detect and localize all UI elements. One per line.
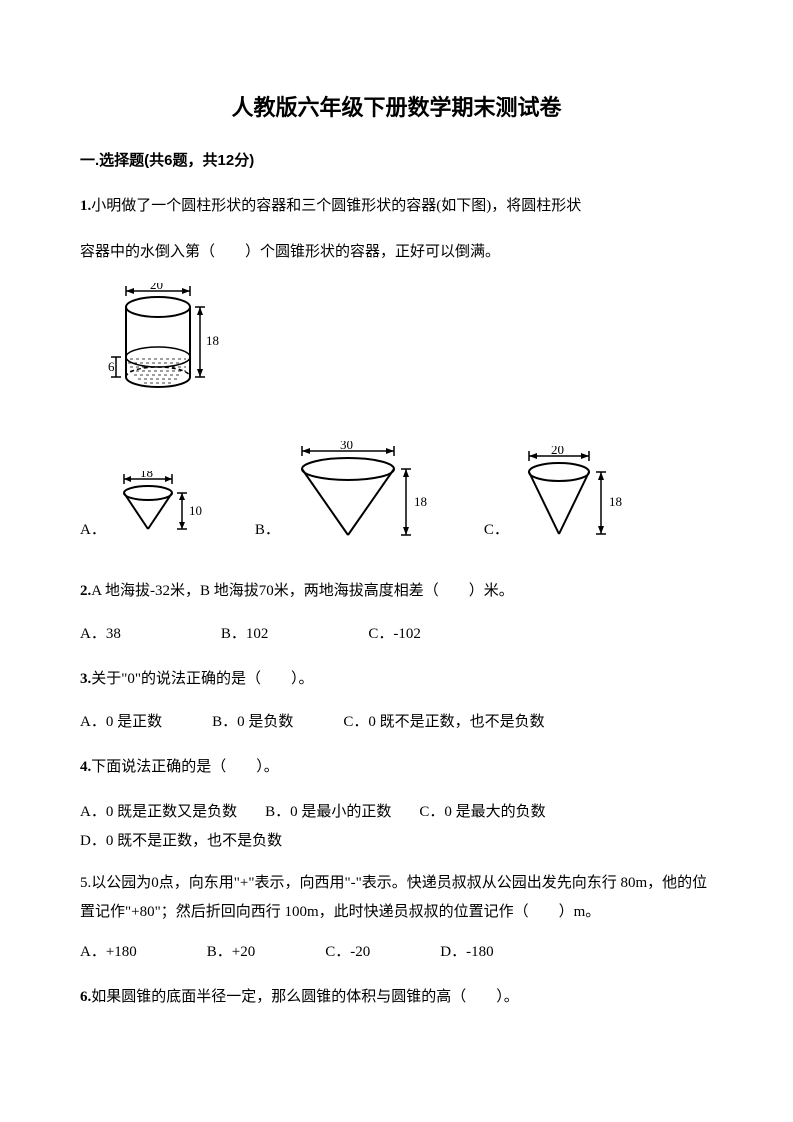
svg-text:20: 20 [551,446,564,457]
svg-text:10: 10 [189,503,202,518]
q3-options: A．0 是正数 B．0 是负数 C．0 既不是正数，也不是负数 [80,710,713,734]
q3-optB: B．0 是负数 [212,710,293,734]
q3-optC: C．0 既不是正数，也不是负数 [343,710,544,734]
q2-options: A．38 B．102 C．-102 [80,622,713,646]
svg-text:30: 30 [340,441,353,452]
q1-optB-label: B． [255,518,280,542]
question-3: 3.关于"0"的说法正确的是（ ）。 [80,664,713,694]
q3-optA: A．0 是正数 [80,710,162,734]
q5-optA: A．+180 [80,940,137,964]
q5-optB: B．+20 [207,940,255,964]
question-2: 2.A 地海拔-32米，B 地海拔70米，两地海拔高度相差（ ）米。 [80,576,713,606]
q1-optC-label: C． [484,518,509,542]
q6-num: 6. [80,989,91,1005]
cylinder-figure: 20 18 6 [108,283,713,411]
section-header: 一.选择题(共6题，共12分) [80,149,713,173]
question-1b: 容器中的水倒入第（ ）个圆锥形状的容器，正好可以倒满。 [80,237,713,267]
svg-text:18: 18 [140,471,153,480]
q6-text: 如果圆锥的底面半径一定，那么圆锥的体积与圆锥的高（ ）。 [91,989,519,1005]
q1-option-c: C． 20 18 [484,446,638,546]
q4-optB: B．0 是最小的正数 [265,798,391,827]
q5-options: A．+180 B．+20 C．-20 D．-180 [80,940,713,964]
q4-optD: D．0 既不是正数，也不是负数 [80,827,282,856]
q2-text: A 地海拔-32米，B 地海拔70米，两地海拔高度相差（ ）米。 [91,583,514,599]
page-title: 人教版六年级下册数学期末测试卷 [80,90,713,125]
question-5: 5.以公园为0点，向东用"+"表示，向西用"-"表示。快递员叔叔从公园出发先向东… [80,869,713,926]
q5-optC: C．-20 [325,940,370,964]
q4-optC: C．0 是最大的负数 [419,798,545,827]
q4-options: A．0 既是正数又是负数 B．0 是最小的正数 C．0 是最大的负数 D．0 既… [80,798,713,855]
svg-text:18: 18 [609,494,622,509]
q4-optA: A．0 既是正数又是负数 [80,798,237,827]
q2-optA: A．38 [80,622,121,646]
svg-text:18: 18 [414,494,427,509]
cylinder-water-label: 6 [108,359,115,374]
q1-text-a: 小明做了一个圆柱形状的容器和三个圆锥形状的容器(如下图)，将圆柱形状 [91,198,581,214]
question-6: 6.如果圆锥的底面半径一定，那么圆锥的体积与圆锥的高（ ）。 [80,982,713,1012]
q4-num: 4. [80,759,91,775]
question-4: 4.下面说法正确的是（ ）。 [80,752,713,782]
q3-num: 3. [80,671,91,687]
q4-text: 下面说法正确的是（ ）。 [91,759,279,775]
q5-optD: D．-180 [440,940,493,964]
q1-text-b: 容器中的水倒入第（ ）个圆锥形状的容器，正好可以倒满。 [80,244,500,260]
q2-optC: C．-102 [368,622,421,646]
q2-num: 2. [80,583,91,599]
cylinder-width-label: 20 [150,283,163,292]
q1-option-b: B． 30 18 [255,441,444,546]
question-1: 1.小明做了一个圆柱形状的容器和三个圆锥形状的容器(如下图)，将圆柱形状 [80,191,713,221]
q1-option-a: A． 18 10 [80,471,215,546]
q5-num: 5. [80,875,91,891]
q2-optB: B．102 [221,622,269,646]
q1-num: 1. [80,198,91,214]
q3-text: 关于"0"的说法正确的是（ ）。 [91,671,313,687]
q1-options: A． 18 10 B． 30 [80,441,713,546]
q1-optA-label: A． [80,518,106,542]
cylinder-height-label: 18 [206,333,219,348]
q5-text: 以公园为0点，向东用"+"表示，向西用"-"表示。快递员叔叔从公园出发先向东行 … [80,875,707,920]
